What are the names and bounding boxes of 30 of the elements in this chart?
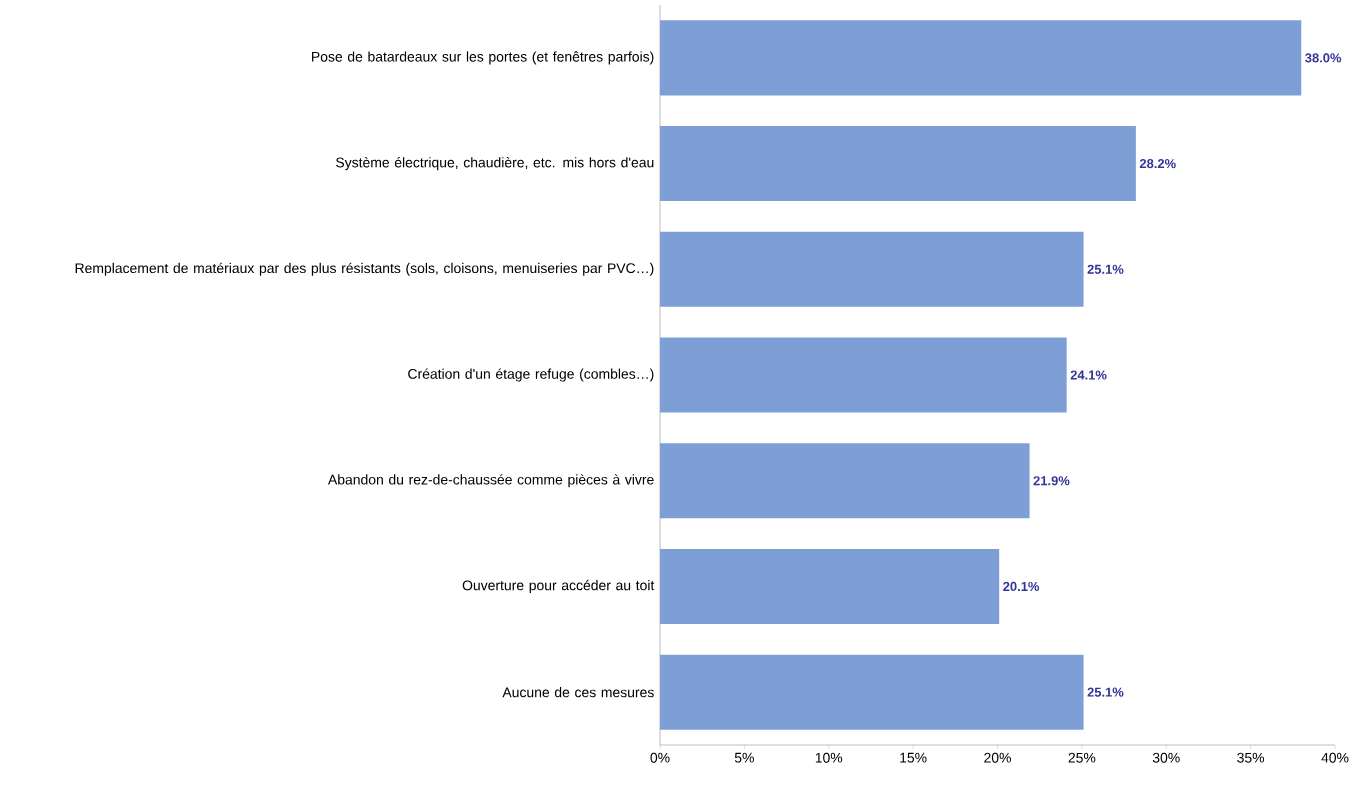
data-label: 28.2%: [1139, 158, 1176, 169]
bar: [660, 548, 1000, 624]
y-tick-label: Abandon du rez-de-chaussée comme pièces à vivre: [327, 474, 654, 488]
y-tick-label: Création d'un étage refuge (combles…): [408, 368, 654, 382]
data-label: 20.1%: [1003, 581, 1040, 592]
x-tick-label: 30%: [1152, 752, 1180, 763]
x-tick-label: 40%: [1321, 752, 1349, 763]
data-label: 25.1%: [1087, 687, 1124, 697]
data-label: 24.1%: [1070, 370, 1107, 380]
y-tick-label: Remplacement de matériaux par des plus résistants (sols, cloisons, menuiseries par PVC…): [75, 262, 654, 276]
x-tick-label: 10%: [815, 752, 843, 763]
x-tick-label: 5%: [734, 752, 754, 763]
y-tick-label: Ouverture pour accéder au toit: [462, 579, 655, 594]
bar: [660, 443, 1030, 519]
bar: [660, 126, 1136, 202]
x-tick-label: 15%: [900, 752, 927, 763]
y-tick-label: Système électrique, chaudière, etc. mis hors d'eau: [336, 156, 654, 171]
x-tick-label: 35%: [1237, 752, 1265, 763]
x-tick-label: 20%: [984, 752, 1011, 763]
y-tick-label: Aucune de ces mesures: [502, 687, 654, 698]
data-label: 38.0%: [1305, 53, 1342, 63]
bar: [660, 231, 1084, 307]
bar: [660, 337, 1067, 413]
y-tick-label: Pose de batardeaux sur les portes (et fenêtres parfois): [312, 51, 654, 65]
x-tick-label: 25%: [1068, 752, 1096, 763]
x-tick-label: 0%: [650, 752, 670, 763]
bar: [660, 654, 1084, 730]
bar: [660, 20, 1302, 96]
data-label: 25.1%: [1087, 264, 1124, 274]
data-label: 21.9%: [1033, 476, 1070, 486]
